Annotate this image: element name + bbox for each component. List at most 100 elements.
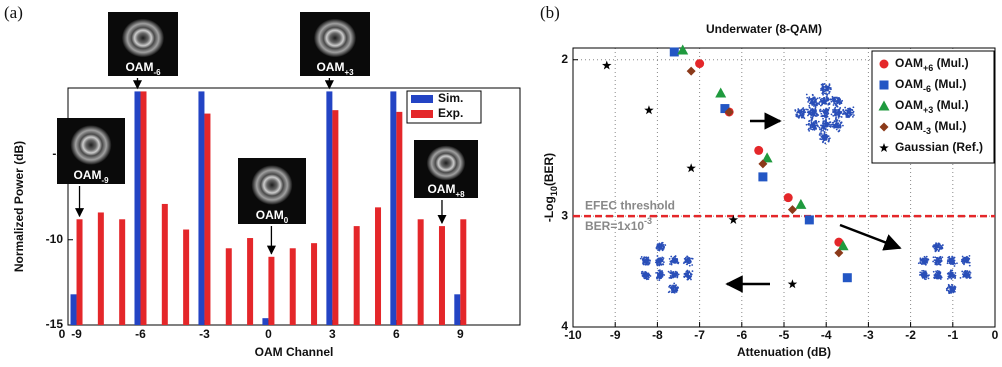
- annotation-inset: OAM-9: [57, 118, 125, 216]
- constellation-dot: [690, 261, 692, 263]
- bar: [311, 243, 317, 325]
- x-tick-label: -3: [199, 327, 210, 341]
- x-tick-label: -3: [863, 328, 874, 342]
- constellation-dot: [925, 257, 927, 259]
- constellation-dot: [806, 97, 808, 99]
- constellation-dot: [937, 278, 939, 280]
- constellation-dot: [795, 115, 797, 117]
- constellation-dot: [815, 101, 817, 103]
- constellation-dot: [925, 273, 927, 275]
- constellation-dot: [677, 274, 679, 276]
- constellation-dot: [803, 110, 805, 112]
- constellation-dot: [804, 111, 806, 113]
- constellation-dot: [837, 112, 839, 114]
- constellation-dot: [825, 121, 827, 123]
- constellation-dot: [662, 248, 664, 250]
- constellation-dot: [961, 259, 963, 261]
- constellation-dot: [837, 109, 839, 111]
- constellation-dot: [672, 286, 674, 288]
- constellation-dot: [836, 126, 838, 128]
- beam-ring: [314, 19, 356, 57]
- constellation-dot: [663, 246, 665, 248]
- constellation-dot: [817, 102, 819, 104]
- constellation-dot: [686, 259, 688, 261]
- constellation-dot: [960, 277, 962, 279]
- constellation-dot: [962, 273, 964, 275]
- constellation-dot: [802, 117, 804, 119]
- constellation-dot: [689, 262, 691, 264]
- constellation-dot: [824, 134, 826, 136]
- constellation-dot: [939, 260, 941, 262]
- constellation-dot: [940, 256, 942, 258]
- bar: [204, 114, 210, 325]
- beam-ring: [122, 19, 164, 57]
- constellation-dot: [838, 130, 840, 132]
- constellation-dot: [687, 279, 689, 281]
- constellation-dot: [823, 112, 825, 114]
- constellation-dot: [828, 139, 830, 141]
- constellation-dot: [658, 248, 660, 250]
- constellation-dot: [966, 273, 968, 275]
- constellation-dot: [922, 263, 924, 265]
- constellation-dot: [656, 248, 658, 250]
- constellation-dot: [826, 112, 828, 114]
- constellation-dot: [834, 111, 836, 113]
- constellation-dot: [953, 288, 955, 290]
- constellation-dot: [928, 277, 930, 279]
- constellation-dot: [824, 136, 826, 138]
- constellation-dot: [810, 116, 812, 118]
- constellation-dot: [970, 272, 972, 274]
- constellation-dot: [948, 257, 950, 259]
- constellation-dot: [675, 284, 677, 286]
- constellation-dot: [676, 276, 678, 278]
- point: [880, 60, 889, 69]
- constellation-dot: [933, 246, 935, 248]
- constellation-dot: [839, 120, 841, 122]
- constellation-dot: [812, 109, 814, 111]
- bar: [332, 110, 338, 325]
- constellation-dot: [827, 90, 829, 92]
- constellation-dot: [663, 274, 665, 276]
- constellation-dot: [834, 107, 836, 109]
- constellation-dot: [954, 277, 956, 279]
- constellation-dot: [925, 278, 927, 280]
- bar: [140, 91, 146, 325]
- constellation-dot: [676, 259, 678, 261]
- constellation-dot: [691, 264, 693, 266]
- constellation-dot: [826, 115, 828, 117]
- constellation-dot: [660, 276, 662, 278]
- constellation-dot: [921, 272, 923, 274]
- constellation-dot: [823, 92, 825, 94]
- constellation-dot: [824, 142, 826, 144]
- legend: Sim.Exp.: [407, 91, 481, 123]
- constellation-dot: [941, 277, 943, 279]
- constellation-dot: [919, 271, 921, 273]
- constellation-dot: [822, 141, 824, 143]
- constellation-dot: [833, 127, 835, 129]
- constellation-dot: [816, 104, 818, 106]
- x-tick-label: -1: [947, 328, 958, 342]
- constellation-dot: [818, 121, 820, 123]
- constellation-dot: [839, 107, 841, 109]
- bar: [183, 230, 189, 325]
- constellation-dot: [969, 265, 971, 267]
- panel-label: (a): [4, 3, 23, 22]
- constellation-dot: [838, 114, 840, 116]
- constellation-dot: [948, 272, 950, 274]
- constellation-dot: [826, 93, 828, 95]
- constellation-dot: [933, 256, 935, 258]
- constellation-dot: [927, 275, 929, 277]
- constellation-dot: [829, 91, 831, 93]
- constellation-dot: [643, 262, 645, 264]
- point: [670, 47, 679, 56]
- x-tick-label: 0: [992, 328, 999, 342]
- constellation-dot: [938, 249, 940, 251]
- constellation-dot: [643, 277, 645, 279]
- constellation-dot: [831, 113, 833, 115]
- beam-ring: [71, 125, 112, 165]
- constellation-dot: [808, 124, 810, 126]
- constellation-dot: [925, 262, 927, 264]
- constellation-dot: [851, 109, 853, 111]
- constellation-dot: [645, 257, 647, 259]
- constellation-dot: [936, 249, 938, 251]
